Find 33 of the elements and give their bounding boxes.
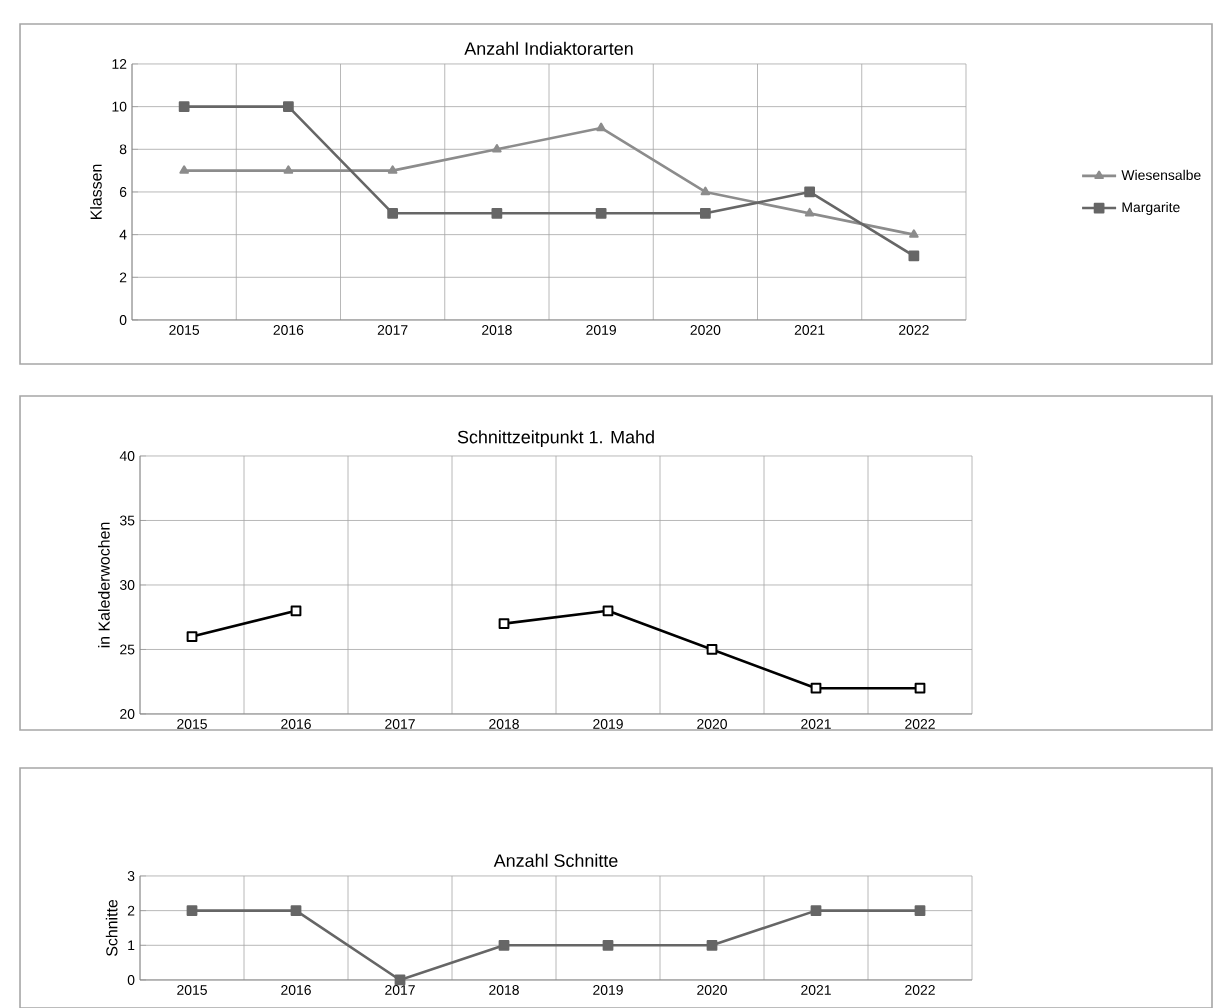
point bbox=[491, 207, 503, 219]
point bbox=[602, 939, 614, 951]
point bbox=[498, 618, 510, 630]
point bbox=[186, 631, 198, 642]
point bbox=[387, 207, 399, 219]
chart-title: Anzahl Indiaktorarten bbox=[464, 41, 633, 55]
point bbox=[706, 644, 718, 655]
point bbox=[700, 186, 711, 196]
point bbox=[283, 165, 294, 174]
point bbox=[283, 101, 294, 113]
point bbox=[290, 605, 302, 617]
point bbox=[595, 207, 607, 219]
point bbox=[492, 143, 502, 153]
point bbox=[706, 939, 718, 951]
point bbox=[914, 905, 926, 917]
chart-title: Anzahl Schnitte bbox=[493, 853, 618, 867]
point bbox=[178, 101, 190, 113]
point bbox=[914, 682, 926, 694]
point bbox=[290, 905, 302, 917]
point bbox=[498, 939, 510, 951]
point bbox=[804, 186, 816, 198]
point bbox=[596, 122, 606, 132]
point bbox=[186, 905, 198, 917]
point bbox=[387, 165, 398, 174]
point bbox=[908, 250, 920, 262]
point bbox=[804, 207, 815, 217]
chart-title: Schnittzeitpunkt 1. Mahd bbox=[457, 430, 654, 447]
point bbox=[602, 605, 614, 617]
point bbox=[810, 682, 822, 694]
point bbox=[179, 165, 189, 174]
point bbox=[909, 229, 919, 238]
point bbox=[810, 905, 822, 917]
point bbox=[699, 207, 711, 219]
